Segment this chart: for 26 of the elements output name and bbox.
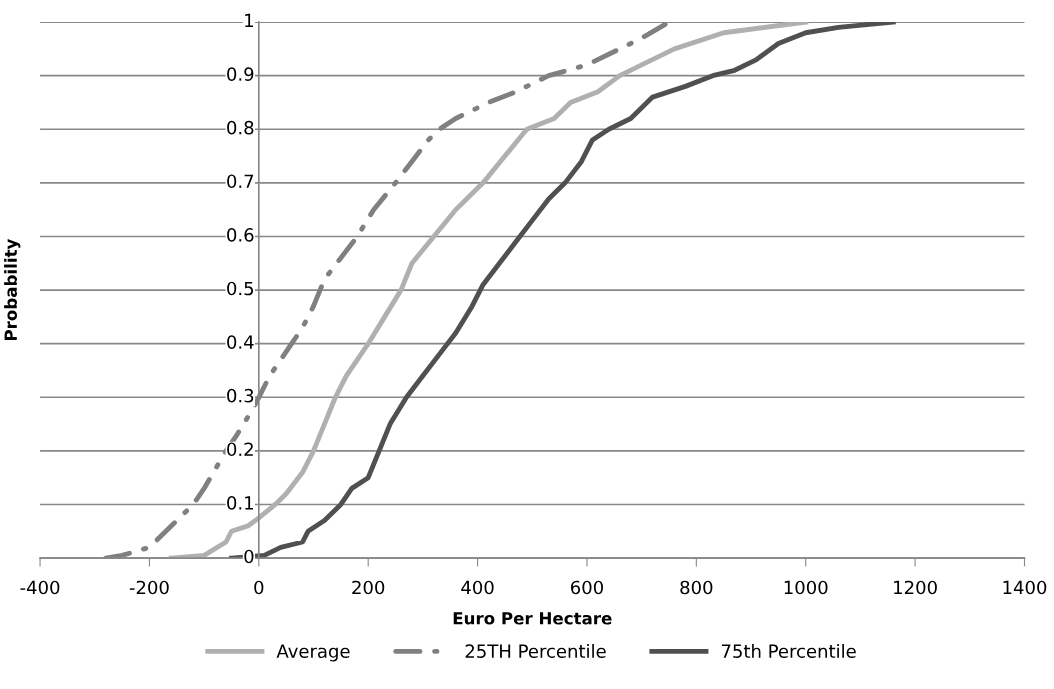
x-tick-label: 0 [254, 580, 264, 595]
y-tick-label: 1 [245, 13, 253, 28]
x-tick-label: 200 [352, 580, 385, 595]
x-tick-label: 1000 [784, 580, 828, 595]
y-tick-label: 0.4 [227, 335, 254, 349]
y-tick-label: 0.1 [227, 496, 253, 510]
x-tick-label: 1200 [894, 580, 937, 595]
x-tick-label: -400 [20, 580, 60, 595]
y-tick-label: 0.5 [227, 281, 254, 296]
x-tick-label: 1400 [1003, 580, 1047, 595]
y-tick-label: 0.3 [227, 388, 254, 403]
x-axis-title: Euro Per Hectare [453, 612, 612, 625]
y-axis-title: Probability [4, 238, 21, 341]
y-tick-label: 0.9 [227, 67, 254, 81]
x-tick-label: 800 [680, 580, 713, 595]
y-tick-label: 0.6 [227, 228, 254, 242]
legend-label: 75th Percentile [721, 644, 856, 658]
legend-label: 25TH Percentile [465, 644, 606, 658]
y-tick-label: 0.8 [227, 120, 254, 135]
x-tick-label: -200 [129, 580, 169, 595]
y-tick-label: 0.2 [227, 442, 253, 457]
y-tick-label: 0 [244, 549, 254, 564]
y-tick-label: 0.7 [227, 174, 254, 189]
x-tick-label: 400 [461, 580, 494, 595]
x-tick-label: 600 [570, 580, 603, 595]
legend-label: Average [276, 644, 350, 662]
